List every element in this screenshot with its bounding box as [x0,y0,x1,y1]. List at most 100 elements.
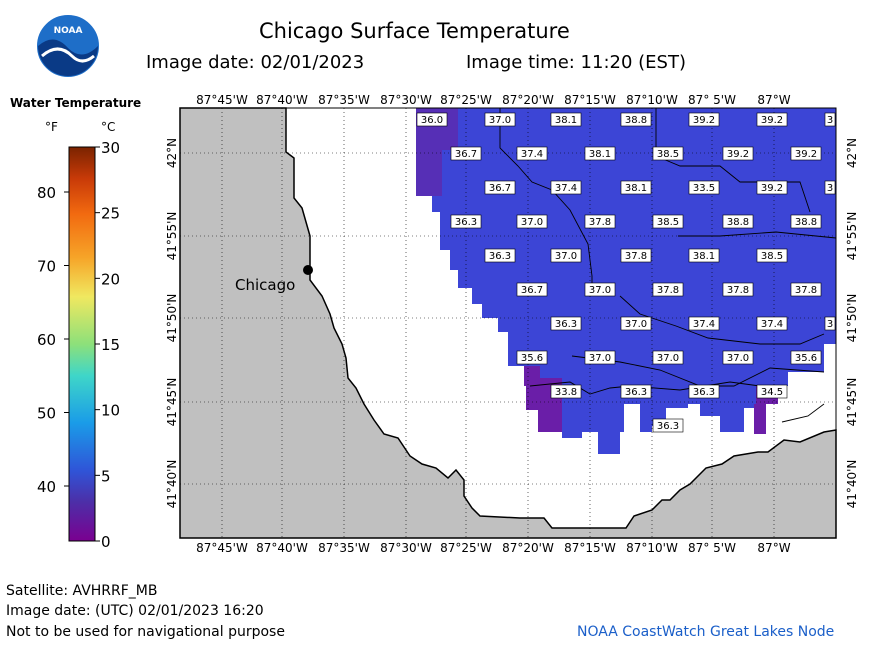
axis-labels: 87°45'W 87°45'W 87°40'W 87°40'W 87°35'W 87°35… [165,93,859,555]
top-longitude-label: 87°20'W [502,93,554,107]
logo-text: NOAA [54,26,83,36]
temperature-label-box [484,112,516,127]
chicago-label: Chicago [235,276,295,294]
temperature-label-box [688,180,720,195]
temperature-label-box [688,112,720,127]
temperature-label-box [790,146,822,161]
legend-celsius-label: 25 [101,205,120,223]
temperature-label-box [688,248,720,263]
temperature-label-box [550,180,582,195]
temperature-label-box [824,316,836,331]
temperature-label-box [722,214,754,229]
land-illinois [179,107,837,539]
unit-fahrenheit: °F [45,120,58,134]
image-time: Image time: 11:20 (EST) [466,52,686,73]
temperature-label: 36.3 [555,319,577,330]
temperature-map: 87°45'W 87°45'W 87°40'W 87°40'W 87°35'W 87°35… [165,93,859,555]
temperature-label: 36.3 [455,217,477,228]
temperature-label: 36.3 [657,421,679,432]
temperature-label-box [688,316,720,331]
legend-celsius-label: 10 [101,402,120,420]
bottom-longitude-label: 87°W [757,541,790,555]
water-purple-south [524,366,562,432]
bottom-longitude-label: 87°30'W [380,541,432,555]
temperature-label: 3 [827,319,833,330]
legend-fahrenheit-label: 70 [37,258,56,276]
top-longitude-label: 87°15'W [564,93,616,107]
top-longitude-label: 87°10'W [626,93,678,107]
temperature-label: 38.1 [589,149,611,160]
temperature-label: 37.0 [727,353,749,364]
temperature-label: 35.6 [795,353,817,364]
temperature-label-box [550,248,582,263]
temperature-label-box [620,180,652,195]
top-longitude-label: 87°W [757,93,790,107]
legend-fahrenheit-label: 80 [37,184,56,202]
temperature-label-box [484,180,516,195]
temperature-label: 37.0 [657,353,679,364]
temperature-label: 33.8 [555,387,577,398]
temperature-label-box [824,112,836,127]
satellite-info: Satellite: AVHRRF_MB [6,583,158,599]
temperature-label-box [584,146,616,161]
temperature-label: 38.8 [727,217,749,228]
temperature-label-box [550,112,582,127]
temperature-label-box [584,214,616,229]
temperature-label: 35.6 [521,353,543,364]
temperature-label: 37.0 [589,353,611,364]
temperature-label-box [516,350,548,365]
bottom-longitude-label: 87° 5'W [688,541,736,555]
temperature-label: 36.3 [625,387,647,398]
temperature-label: 37.8 [795,285,817,296]
left-latitude-label: 41°40'N [165,460,179,509]
temperature-label-box [416,112,448,127]
temperature-label-box [756,316,788,331]
bottom-longitude-label: 87°25'W [440,541,492,555]
temperature-label-box [450,146,482,161]
credit-link[interactable]: NOAA CoastWatch Great Lakes Node [577,624,835,640]
temperature-label-box [652,418,684,433]
temperature-label: 39.2 [761,183,783,194]
legend-fahrenheit-label: 50 [37,405,56,423]
temperature-label-box [722,146,754,161]
temperature-label-box [516,214,548,229]
temperature-label-box [450,214,482,229]
temperature-label-box [620,112,652,127]
temperature-label-box [584,282,616,297]
unit-celsius: °C [101,120,116,134]
temperature-label: 36.7 [489,183,511,194]
temperature-label: 38.5 [761,251,783,262]
temperature-label: 37.0 [555,251,577,262]
lat-lon-grid [180,108,836,538]
temperature-label-box [688,384,720,399]
temperature-label-box [516,282,548,297]
temperature-labels: 36.0 37.0 38.1 38.8 39.2 39.2 3 36.7 37.4 38.1 38.… [416,112,836,433]
temperature-label: 37.4 [693,319,715,330]
temperature-label: 3 [827,183,833,194]
bottom-longitude-label: 87°20'W [502,541,554,555]
left-latitude-label: 42°N [165,138,179,168]
temperature-label-box [790,214,822,229]
temperature-label: 36.7 [521,285,543,296]
top-longitude-label: 87°35'W [318,93,370,107]
left-latitude-label: 41°55'N [165,212,179,261]
map-border [179,107,837,539]
temperature-label-box [824,180,836,195]
temperature-label-box [652,350,684,365]
right-latitude-label: 41°45'N [845,378,859,427]
water-purple-edge [416,108,458,196]
top-longitude-label: 87°40'W [256,93,308,107]
temperature-label-box [652,282,684,297]
legend-fahrenheit-label: 60 [37,331,56,349]
legend-title: Water Temperature [10,96,142,110]
temperature-label: 37.8 [657,285,679,296]
top-longitude-label: 87°25'W [440,93,492,107]
temperature-label-box [756,248,788,263]
water-temperature-field [416,108,836,454]
temperature-label-box [790,350,822,365]
temperature-label: 36.0 [421,115,443,126]
temperature-label-box [620,316,652,331]
